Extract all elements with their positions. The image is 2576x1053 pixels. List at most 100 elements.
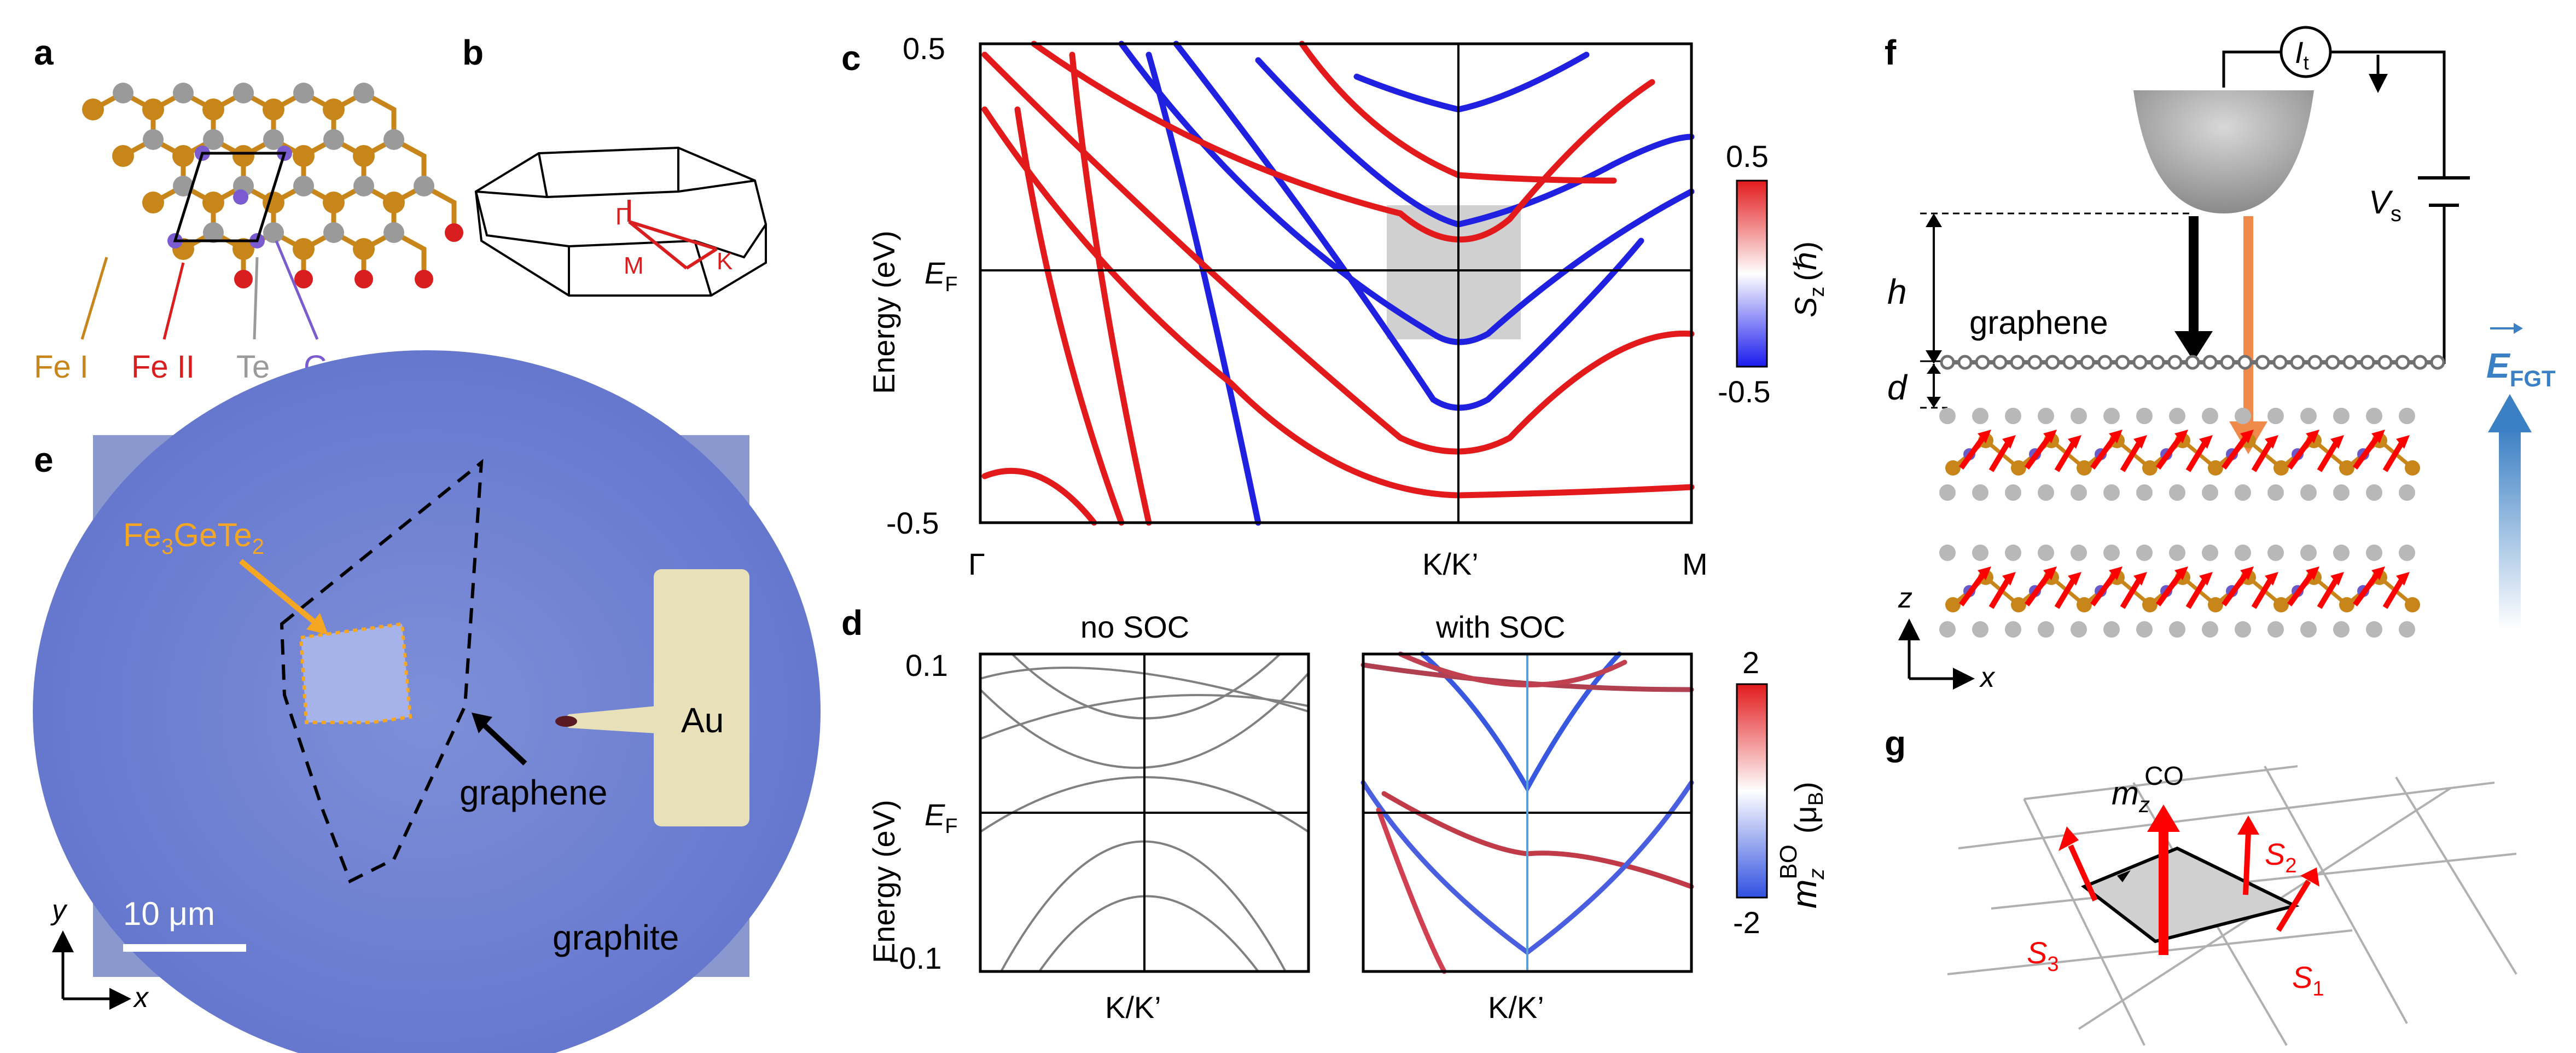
fe1-atom [353,238,375,260]
fe1-atom [142,192,164,213]
graphene-atom [2272,355,2288,370]
d-ylabel: Energy (eV) [867,800,901,963]
field-label: EFGT [2486,346,2556,391]
c-cbar-bottom: -0.5 [1718,374,1771,409]
fe1-atom [82,99,104,120]
d-cbar-bottom: -2 [1733,905,1760,940]
graphene-atom [2097,355,2113,370]
current-meter [2280,26,2332,78]
graphene-atom [2325,355,2340,370]
c-colorbar [1736,180,1768,368]
bz-m: M [624,252,644,279]
bz-k: K [717,248,732,275]
fe1-atom [142,99,164,120]
graphene-atom [2132,355,2148,370]
d-colorbar [1736,683,1768,899]
lattice-bond [212,183,276,233]
graphene-atom [1975,355,1990,370]
panel-label-f: f [1885,33,1897,72]
graphene-outline [280,459,484,884]
fe1-atom [112,145,134,167]
bz-gamma: Γ [615,203,629,230]
d-title-right: with SOC [1435,610,1566,644]
d-label: d [1887,368,1908,407]
te-atom [2005,621,2021,638]
triangle-plaquette [2081,846,2300,944]
te-atom [2333,408,2350,424]
fe1-atom [323,99,345,120]
lattice-bond [272,90,336,140]
te-atom [2202,621,2218,638]
te-atom [1939,545,1956,561]
lattice-bond [362,136,427,186]
band-curve-3 [1255,57,1695,228]
te-atom [2071,408,2087,424]
graphene-label: graphene [460,773,607,812]
te-atom [2038,408,2054,424]
fe2-atom [294,270,313,288]
te-atom [2333,545,2350,561]
te-atom [233,83,254,103]
fe-atom [2077,597,2092,612]
bz-path: Γ M K [615,200,732,279]
optical-micrograph: Fe3GeTe2 graphene Au graphite 10 μm y x [33,350,821,1053]
te-atom [113,83,133,103]
m-z-label: mzCO [2112,762,2184,817]
fe-atom [1945,597,1961,612]
fe2-atom [354,270,373,288]
panel-label-a: a [34,33,54,72]
band-curve-9 [981,467,1097,526]
graphene-atom [2080,355,2095,370]
te-atom [173,176,194,196]
fe1-atom [202,99,224,120]
graphene-atom [2167,355,2183,370]
fe-atom [2011,460,2026,476]
c-cbar-label: Sz(ℏ) [1788,241,1829,317]
h-label: h [1887,272,1907,311]
te-atom [1972,484,1988,501]
te-atom [2038,484,2054,501]
te-atom [2267,408,2284,424]
e-axis-y: y [50,894,68,926]
fe-atom [2142,460,2158,476]
graphene-atom [1957,355,1973,370]
c-xtick-m: M [1682,547,1708,581]
te-atom [323,222,344,243]
te-atom [2300,408,2317,424]
s1-label: S1 [2292,960,2324,1000]
te-atom [2005,545,2021,561]
fe-atom [2273,597,2289,612]
te-atom [2038,545,2054,561]
graphene-atom [2255,355,2270,370]
graphene-atom [2150,355,2165,370]
te-atom [1972,545,1988,561]
te-atom [2136,545,2153,561]
c-xtick-k: K/K’ [1422,547,1479,581]
graphene-atom [2202,355,2218,370]
graphene-atom [2045,355,2060,370]
band-curve-7 [1031,40,1655,242]
soc-band-5 [1376,807,1447,974]
graphene-atom [2307,355,2323,370]
te-atom [203,222,224,243]
d-ytick-bottom: -0.1 [889,941,942,975]
panel-label-d: d [841,603,863,643]
te-atom [2399,484,2415,501]
c-xtick-gamma: Γ [968,547,985,581]
te-atom [203,129,224,150]
nosoc-band-5 [1038,895,1259,973]
te-atom [2071,484,2087,501]
band-structure-plot: 0.5 -0.5 EF Energy (eV) Γ K/K’ M 0.5 -0.… [867,31,1829,581]
te-atom [1939,484,1956,501]
te-atom [2169,545,2185,561]
te-atom [2136,408,2153,424]
graphene-atom [1992,355,2008,370]
stm-tip [2133,90,2314,213]
graphene-atom [2342,355,2358,370]
fe1-atom [293,238,315,260]
s3-label: S3 [2027,935,2059,976]
te-atom [263,222,284,243]
te-atom [263,129,284,150]
te-atom [2169,484,2185,501]
